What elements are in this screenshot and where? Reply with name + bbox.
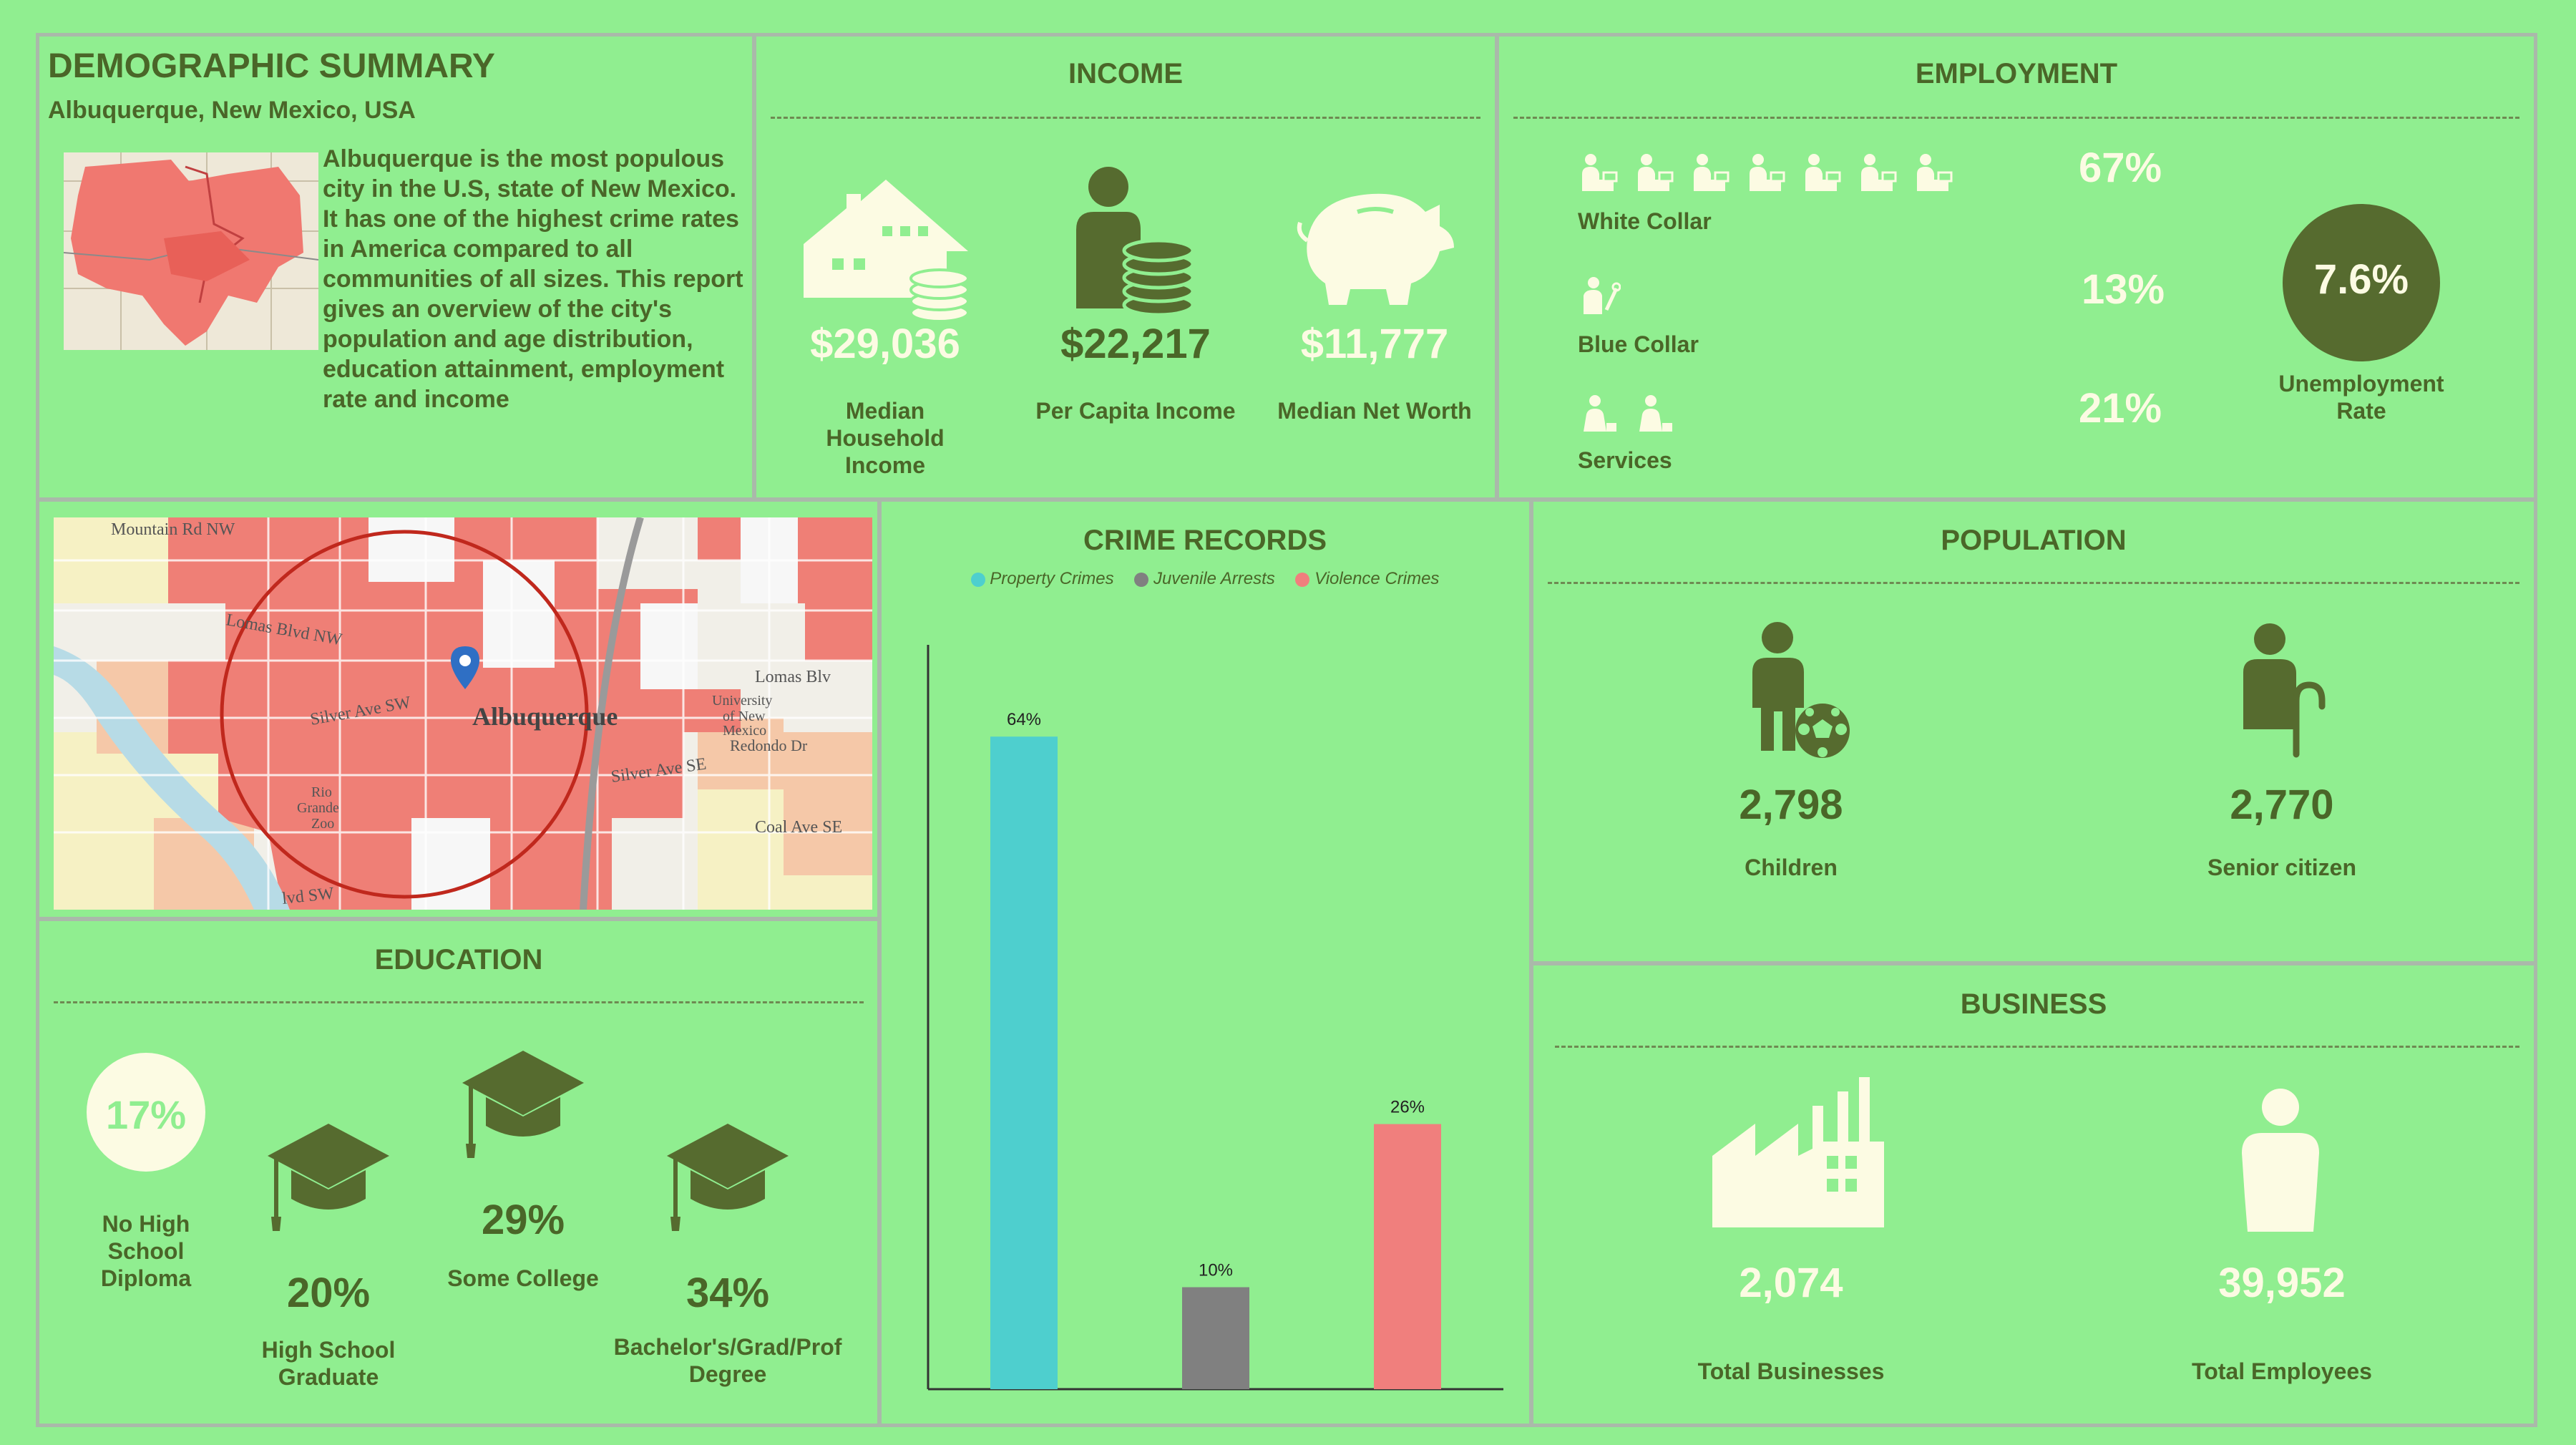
business-title: BUSINESS bbox=[1960, 988, 2107, 1020]
total-businesses-value: 2,074 bbox=[1739, 1260, 1843, 1306]
income-divider bbox=[771, 117, 1480, 119]
blue-collar-icon bbox=[1578, 273, 1624, 322]
map-label: Mountain Rd NW bbox=[111, 520, 235, 539]
education-panel: EDUCATION 17% No High School Diploma 20%… bbox=[36, 918, 882, 1427]
svg-text:Rio: Rio bbox=[311, 784, 332, 800]
no-diploma-value: 17% bbox=[105, 1092, 187, 1137]
bar-data-label: 10% bbox=[1199, 1261, 1233, 1280]
no-diploma-circle bbox=[87, 1053, 205, 1172]
services-icons bbox=[1578, 390, 1685, 439]
map-panel: Mountain Rd NW Lomas Blvd NW Silver Ave … bbox=[36, 498, 882, 920]
svg-text:University: University bbox=[712, 693, 772, 709]
bar-data-label: 64% bbox=[1007, 710, 1041, 729]
svg-text:Zoo: Zoo bbox=[311, 816, 334, 832]
median-net-worth-label: Median Net Worth bbox=[1277, 398, 1472, 424]
bar-data-label: 26% bbox=[1390, 1098, 1425, 1117]
svg-text:Coal Ave SE: Coal Ave SE bbox=[755, 818, 842, 837]
white-collar-value: 67% bbox=[2079, 145, 2162, 191]
senior-cane-icon bbox=[2238, 622, 2331, 762]
services-label: Services bbox=[1578, 447, 1672, 473]
unemployment-rate-value: 7.6% bbox=[2313, 256, 2409, 303]
per-capita-income-label: Per Capita Income bbox=[1035, 398, 1236, 424]
svg-text:of New: of New bbox=[723, 709, 766, 724]
population-divider bbox=[1548, 582, 2519, 584]
blue-collar-label: Blue Collar bbox=[1578, 331, 1699, 357]
children-value: 2,798 bbox=[1739, 782, 1843, 828]
bar-property-crimes[interactable] bbox=[990, 736, 1058, 1389]
bachelors-degree-label: Bachelor's/Grad/Prof Degree bbox=[613, 1334, 842, 1387]
crime-title: CRIME RECORDS bbox=[1083, 525, 1327, 556]
summary-panel: DEMOGRAPHIC SUMMARY Albuquerque, New Mex… bbox=[36, 33, 756, 501]
piggy-bank-icon bbox=[1293, 183, 1458, 312]
crime-legend: Property Crimes Juvenile Arrests Violenc… bbox=[881, 569, 1529, 589]
legend-juvenile-swatch bbox=[1134, 572, 1149, 587]
some-college-label: Some College bbox=[447, 1265, 599, 1291]
city-overview-map bbox=[64, 152, 318, 350]
high-school-graduate-value: 20% bbox=[286, 1270, 371, 1316]
legend-property-swatch bbox=[970, 572, 985, 587]
blue-collar-value: 13% bbox=[2082, 266, 2165, 313]
unemployment-rate-label: Unemployment Rate bbox=[2278, 371, 2444, 424]
svg-text:Lomas Blv: Lomas Blv bbox=[755, 668, 831, 686]
svg-text:Mexico: Mexico bbox=[723, 723, 766, 739]
total-businesses-label: Total Businesses bbox=[1697, 1358, 1885, 1384]
unemployment-rate-circle bbox=[2283, 204, 2440, 361]
legend-violence-swatch bbox=[1295, 572, 1310, 587]
services-value: 21% bbox=[2079, 385, 2162, 432]
bachelors-degree-value: 34% bbox=[686, 1270, 770, 1316]
factory-icon bbox=[1712, 1077, 1884, 1231]
summary-description: Albuquerque is the most populous city in… bbox=[323, 145, 743, 413]
median-household-income-value: $29,036 bbox=[810, 321, 960, 367]
median-household-income-label: Median Household Income bbox=[826, 398, 945, 478]
legend-violence-label: Violence Crimes bbox=[1314, 569, 1440, 588]
summary-title: DEMOGRAPHIC SUMMARY bbox=[48, 47, 495, 85]
median-net-worth-value: $11,777 bbox=[1300, 321, 1449, 367]
education-divider bbox=[54, 1001, 864, 1003]
some-college-value: 29% bbox=[481, 1197, 565, 1243]
graduation-cap-icon bbox=[663, 1120, 792, 1238]
senior-citizen-value: 2,770 bbox=[2230, 782, 2334, 828]
white-collar-icons bbox=[1578, 150, 1971, 199]
house-coins-icon bbox=[804, 180, 970, 326]
bar-violence-crimes[interactable] bbox=[1374, 1124, 1441, 1389]
total-employees-label: Total Employees bbox=[2192, 1358, 2372, 1384]
graduation-cap-icon bbox=[264, 1120, 393, 1238]
street-map[interactable]: Mountain Rd NW Lomas Blvd NW Silver Ave … bbox=[54, 517, 872, 910]
high-school-graduate-label: High School Graduate bbox=[261, 1337, 396, 1390]
person-coins-icon bbox=[1073, 165, 1195, 319]
white-collar-label: White Collar bbox=[1578, 208, 1712, 234]
graduation-cap-icon bbox=[459, 1047, 587, 1165]
crime-bar-chart: 64% 10% 26% bbox=[927, 645, 1503, 1391]
employment-panel: EMPLOYMENT White Collar 67% Blue Collar … bbox=[1496, 33, 2537, 501]
employment-title: EMPLOYMENT bbox=[1915, 58, 2118, 89]
bar-juvenile-arrests[interactable] bbox=[1182, 1287, 1249, 1389]
no-diploma-label: No High School Diploma bbox=[100, 1211, 192, 1291]
population-panel: POPULATION 2,798 Children 2,770 Senior c… bbox=[1530, 498, 2537, 965]
education-title: EDUCATION bbox=[374, 944, 543, 976]
employment-divider bbox=[1513, 117, 2519, 119]
per-capita-income-value: $22,217 bbox=[1060, 321, 1211, 367]
total-employees-value: 39,952 bbox=[2218, 1260, 2346, 1306]
legend-property-label: Property Crimes bbox=[990, 569, 1114, 588]
business-divider bbox=[1555, 1046, 2519, 1048]
employee-icon bbox=[2238, 1089, 2323, 1235]
population-title: POPULATION bbox=[1941, 525, 2127, 556]
crime-panel: CRIME RECORDS Property Crimes Juvenile A… bbox=[877, 498, 1533, 1427]
legend-juvenile-label: Juvenile Arrests bbox=[1153, 569, 1275, 588]
child-soccer-icon bbox=[1738, 622, 1853, 764]
svg-text:Redondo Dr: Redondo Dr bbox=[730, 736, 808, 754]
svg-text:Albuquerque: Albuquerque bbox=[472, 702, 618, 731]
summary-subtitle: Albuquerque, New Mexico, USA bbox=[48, 97, 416, 124]
income-title: INCOME bbox=[1068, 58, 1183, 89]
income-panel: INCOME $29,036 bbox=[753, 33, 1498, 501]
business-panel: BUSINESS 2,074 Total Businesses 39,952 T… bbox=[1530, 962, 2537, 1427]
svg-text:Grande: Grande bbox=[297, 800, 339, 816]
children-label: Children bbox=[1745, 855, 1838, 880]
senior-citizen-label: Senior citizen bbox=[2207, 855, 2357, 880]
